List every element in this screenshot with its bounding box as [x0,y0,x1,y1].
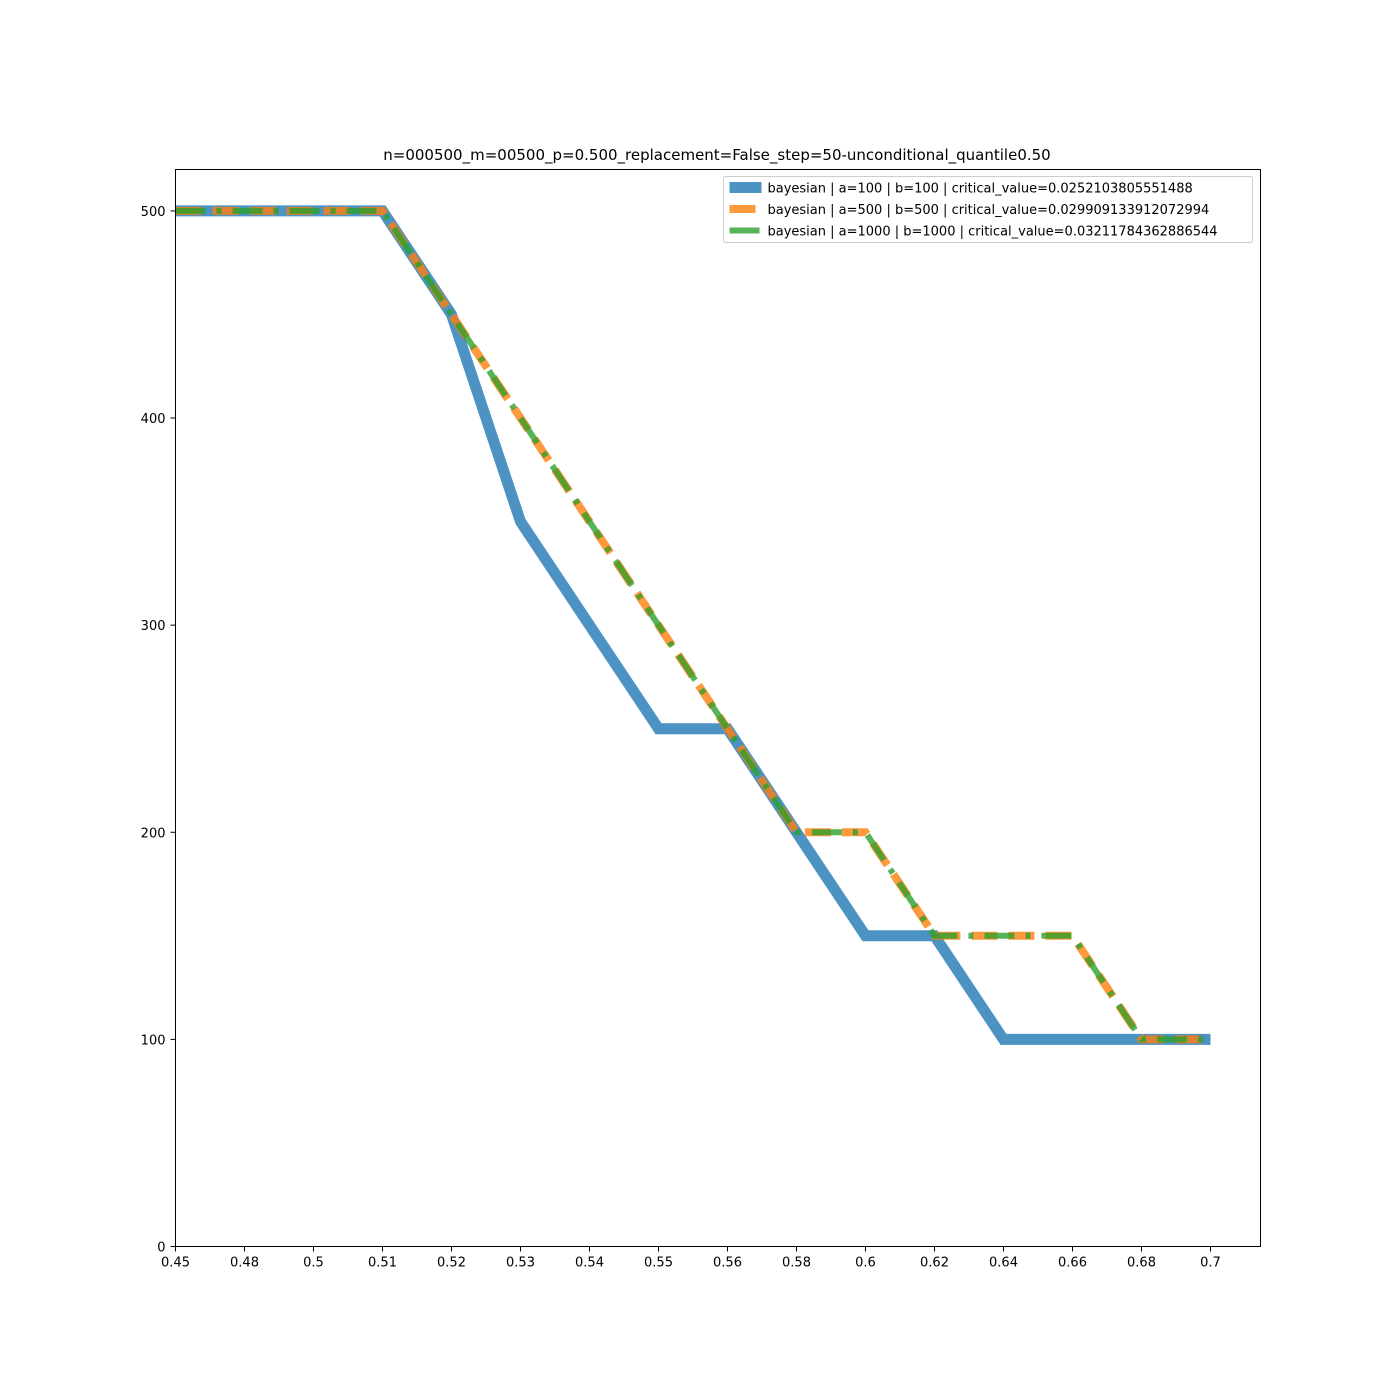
x-tick-label: 0.55 [644,1256,673,1271]
x-tick-label: 0.53 [506,1256,535,1271]
y-tick-label: 100 [141,1033,166,1048]
y-tick-label: 300 [141,619,166,634]
x-tick-label: 0.52 [437,1256,466,1271]
x-tick-label: 0.5 [303,1256,324,1271]
x-axis: 0.45 0.48 0.5 0.51 0.52 0.53 0.54 0.55 0.56 0.58 0… [161,1246,1221,1271]
x-tick-label: 0.66 [1058,1256,1087,1271]
legend: bayesian | a=100 | b=100 | critical_valu… [723,176,1253,243]
y-tick-label: 200 [141,826,166,841]
legend-label: bayesian | a=500 | b=500 | critical_valu… [768,203,1210,218]
series-line-1 [175,205,1211,1045]
y-tick-label: 0 [157,1241,165,1256]
plot-frame [175,169,1261,1247]
x-tick-label: 0.48 [230,1256,259,1271]
y-tick-label: 400 [141,412,166,427]
x-tick-label: 0.51 [368,1256,397,1271]
x-tick-label: 0.54 [575,1256,604,1271]
chart-title: n=000500_m=00500_p=0.500_replacement=Fal… [383,146,1050,165]
x-tick-label: 0.58 [782,1256,811,1271]
x-tick-label: 0.6 [855,1256,876,1271]
x-tick-label: 0.45 [161,1256,190,1271]
x-tick-label: 0.68 [1127,1256,1156,1271]
x-tick-label: 0.62 [920,1256,949,1271]
legend-label: bayesian | a=1000 | b=1000 | critical_va… [768,225,1218,240]
series-line-2 [175,206,1211,1044]
x-tick-label: 0.56 [713,1256,742,1271]
legend-box [723,176,1253,243]
series-line-3 [175,207,1211,1043]
x-tick-label: 0.7 [1200,1256,1221,1271]
plot-lines [175,205,1211,1045]
legend-label: bayesian | a=100 | b=100 | critical_valu… [768,182,1193,197]
y-tick-label: 500 [141,205,166,220]
y-axis: 0 100 200 300 400 500 [141,205,176,1256]
x-tick-label: 0.64 [989,1256,1018,1271]
